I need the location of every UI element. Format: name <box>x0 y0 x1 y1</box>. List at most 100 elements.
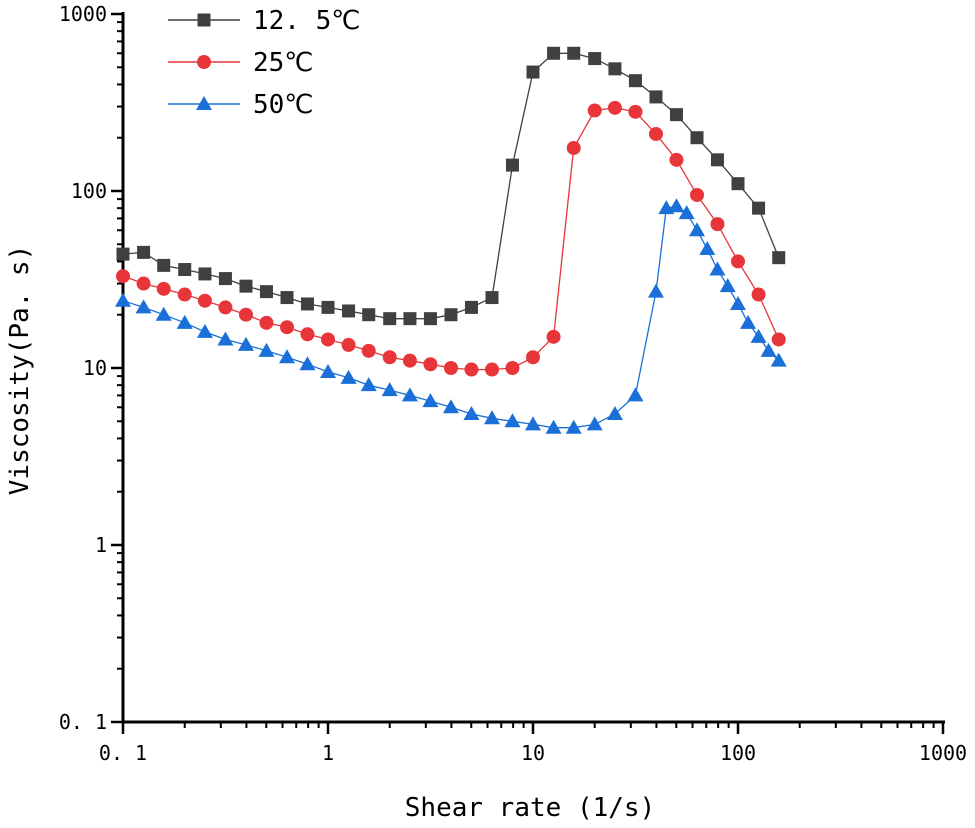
data-point <box>217 331 234 346</box>
data-point <box>752 201 766 215</box>
data-point <box>731 177 745 191</box>
data-point <box>259 315 274 330</box>
data-point <box>485 291 499 305</box>
data-point <box>740 314 757 329</box>
data-point <box>709 261 726 276</box>
legend-item: 12. 5℃ <box>168 6 360 36</box>
x-tick-label: 10 <box>521 741 545 765</box>
data-point <box>423 312 437 326</box>
data-point <box>760 342 777 357</box>
data-point <box>137 245 151 259</box>
data-point <box>401 387 418 402</box>
data-point <box>444 308 458 322</box>
data-point <box>485 362 500 377</box>
data-point <box>362 308 376 322</box>
data-point <box>402 353 417 368</box>
data-point <box>177 287 192 302</box>
data-point <box>504 413 521 428</box>
data-point <box>218 300 233 315</box>
data-point <box>280 320 295 335</box>
data-point <box>607 100 622 115</box>
data-point <box>176 314 193 329</box>
x-tick-label: 1 <box>322 741 334 765</box>
y-axis-ticks: 0. 1 1 10 100 1000 <box>59 2 123 734</box>
data-point <box>238 307 253 322</box>
y-tick-label: 100 <box>71 179 107 203</box>
data-point <box>116 247 130 261</box>
data-point <box>237 336 254 351</box>
data-point <box>649 90 663 104</box>
data-point <box>668 198 685 213</box>
data-point <box>361 343 376 358</box>
data-point <box>525 416 541 431</box>
data-point <box>731 254 745 269</box>
legend-item: 25℃ <box>168 48 314 78</box>
data-point <box>690 131 704 145</box>
legend: 12. 5℃ 25℃ 50℃ <box>168 6 360 120</box>
data-point <box>771 332 786 347</box>
data-point <box>647 283 664 298</box>
legend-label: 50℃ <box>253 90 314 120</box>
data-point <box>115 292 131 307</box>
data-point <box>156 281 171 296</box>
data-point <box>690 187 705 202</box>
data-point <box>382 350 397 365</box>
x-axis-ticks: 0. 1 1 10 100 1000 <box>99 722 967 765</box>
data-point <box>648 126 663 141</box>
data-point <box>669 108 683 122</box>
data-point <box>280 291 294 305</box>
data-point <box>627 387 644 402</box>
data-point <box>526 65 540 79</box>
data-point <box>719 278 736 293</box>
data-point <box>710 153 724 167</box>
data-point <box>699 241 716 256</box>
data-point <box>587 103 602 118</box>
data-point <box>545 419 562 434</box>
legend-label: 12. 5℃ <box>253 6 360 36</box>
data-point <box>463 405 480 420</box>
data-point <box>320 363 336 378</box>
data-point <box>300 297 314 311</box>
data-point <box>730 295 746 310</box>
x-tick-label: 0. 1 <box>99 741 147 765</box>
x-tick-label: 1000 <box>919 741 967 765</box>
data-point <box>770 352 787 367</box>
data-point <box>157 258 171 272</box>
x-tick-label: 100 <box>720 741 756 765</box>
data-point <box>197 293 212 308</box>
data-point <box>505 158 519 172</box>
data-point <box>772 251 786 265</box>
data-point <box>678 205 695 220</box>
data-point <box>588 52 602 66</box>
data-point <box>464 362 479 377</box>
data-point <box>196 323 213 338</box>
data-point <box>218 272 232 286</box>
data-point <box>381 382 398 397</box>
data-point <box>546 329 561 344</box>
y-tick-label: 1 <box>95 533 107 557</box>
data-point <box>567 46 581 60</box>
y-tick-label: 1000 <box>59 2 107 26</box>
data-point <box>178 263 192 277</box>
data-point <box>586 416 603 431</box>
data-point <box>155 306 172 321</box>
series-1 <box>116 46 786 326</box>
data-point <box>628 74 642 88</box>
data-point <box>279 349 296 364</box>
data-point <box>423 357 438 372</box>
data-point <box>239 279 253 293</box>
data-point <box>300 327 315 342</box>
legend-label: 25℃ <box>253 48 314 78</box>
data-point <box>116 269 130 284</box>
legend-marker <box>197 55 211 69</box>
data-point <box>403 312 417 326</box>
data-point <box>383 312 397 326</box>
legend-item: 50℃ <box>168 90 314 120</box>
data-point <box>321 332 335 347</box>
data-point <box>710 217 725 232</box>
data-point <box>689 222 706 237</box>
legend-marker <box>197 13 211 27</box>
data-point <box>443 361 458 375</box>
data-point <box>669 152 684 167</box>
data-point <box>566 140 581 155</box>
